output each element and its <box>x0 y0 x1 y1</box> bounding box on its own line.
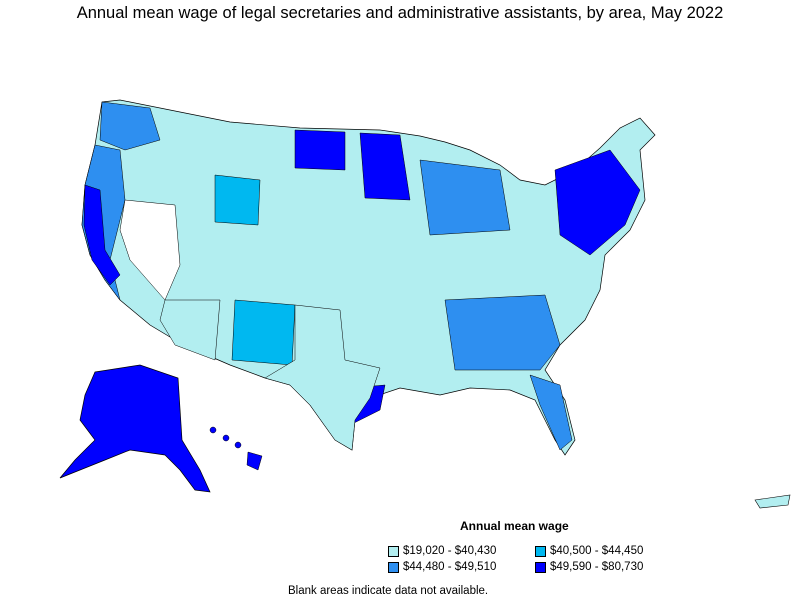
puerto-rico <box>754 494 791 509</box>
west-coast-region <box>81 144 126 301</box>
legend-item: $49,590 - $80,730 <box>535 561 685 573</box>
arizona-region <box>159 299 221 361</box>
legend-item: $19,020 - $40,430 <box>388 545 535 557</box>
legend: $19,020 - $40,430 $40,500 - $44,450 $44,… <box>388 545 688 573</box>
map-title: Annual mean wage of legal secretaries an… <box>76 4 724 22</box>
legend-label: $19,020 - $40,430 <box>403 545 497 557</box>
legend-label: $49,590 - $80,730 <box>550 561 644 573</box>
northeast-region <box>554 149 641 256</box>
legend-item: $40,500 - $44,450 <box>535 545 685 557</box>
legend-swatch <box>388 545 399 557</box>
new-mexico-region <box>231 299 296 366</box>
minnesota-region <box>359 132 411 201</box>
hawaii <box>209 426 263 471</box>
legend-item: $44,480 - $49,510 <box>388 561 535 573</box>
legend-swatch <box>535 561 546 573</box>
texas-region <box>264 304 381 451</box>
legend-label: $40,500 - $44,450 <box>550 545 644 557</box>
legend-swatch <box>535 545 546 557</box>
florida-region <box>529 374 573 451</box>
southeast-region <box>444 294 561 371</box>
pacific-northwest-region <box>99 101 161 151</box>
wyoming-region <box>214 174 261 226</box>
legend-title: Annual mean wage <box>460 519 569 533</box>
legend-label: $44,480 - $49,510 <box>403 561 497 573</box>
great-lakes-region <box>419 159 511 236</box>
footnote: Blank areas indicate data not available. <box>288 585 489 597</box>
alaska <box>59 364 211 493</box>
north-dakota-region <box>294 129 346 171</box>
california-coast-region <box>83 184 121 286</box>
legend-swatch <box>388 561 399 573</box>
